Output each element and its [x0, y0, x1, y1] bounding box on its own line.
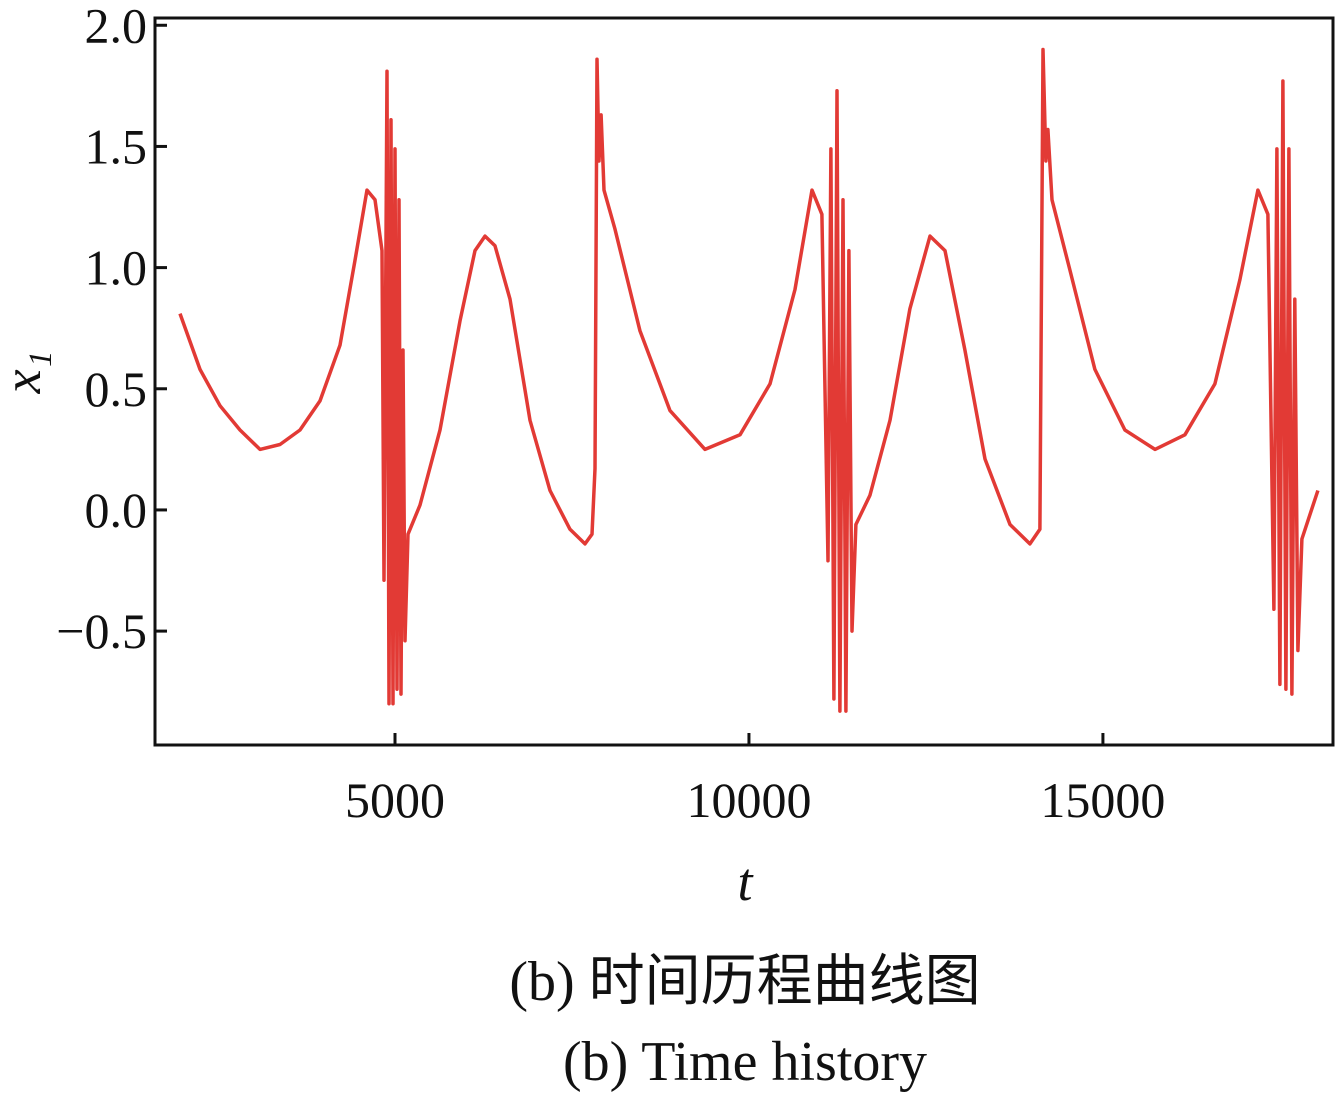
caption-zh: (b) 时间历程曲线图	[509, 951, 980, 1013]
y-tick-label: −0.5	[56, 603, 147, 659]
y-tick-label: 2.0	[85, 0, 148, 53]
y-tick-label: 1.0	[85, 240, 148, 296]
x-tick-label: 15000	[1040, 772, 1165, 828]
data-line	[178, 47, 1320, 713]
plot-frame	[153, 16, 1335, 747]
x-tick-label: 5000	[345, 772, 445, 828]
y-tick-label: 1.5	[85, 118, 148, 174]
y-axis-label: x₁	[0, 351, 52, 395]
y-tick-label: 0.5	[85, 361, 148, 417]
y-tick-label: 0.0	[85, 482, 148, 538]
caption-en: (b) Time history	[563, 1031, 927, 1093]
x-axis-label: t	[737, 852, 754, 912]
x-tick-label: 10000	[686, 772, 811, 828]
